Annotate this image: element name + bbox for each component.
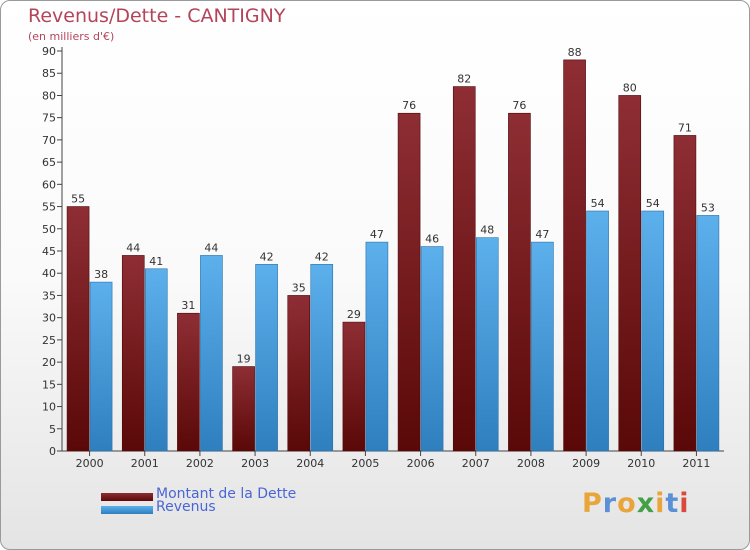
bar-revenus	[200, 255, 223, 452]
data-label-revenus: 44	[204, 241, 218, 254]
data-label-revenus: 54	[646, 197, 660, 210]
bar-dette	[618, 95, 642, 452]
x-tick-label: 2008	[517, 457, 545, 470]
y-tick-label: 75	[42, 112, 56, 125]
y-tick-label: 80	[42, 89, 56, 102]
y-tick-label: 90	[42, 45, 56, 58]
data-label-dette: 35	[292, 281, 306, 294]
x-tick-label: 2007	[462, 457, 490, 470]
bar-dette	[232, 366, 255, 452]
bar-revenus	[144, 268, 168, 452]
data-labels-group: 55 44 31 19 35 29 76 82 76 88 80 71 38 41 44 42 42 47 46 48…	[71, 46, 715, 366]
bar-revenus	[696, 215, 720, 452]
bar-revenus	[475, 237, 499, 452]
data-label-dette: 19	[237, 353, 251, 366]
y-axis: 0 5 10 15 20 25 30 35 40 45 50 55 60 65 70 75 80 85 90	[42, 45, 63, 458]
bar-dette	[342, 321, 366, 452]
chart-subtitle: (en milliers d'€)	[28, 30, 115, 43]
data-label-revenus: 53	[701, 201, 715, 214]
y-tick-label: 20	[42, 356, 56, 369]
data-label-revenus: 42	[260, 250, 274, 263]
x-tick-label: 2001	[131, 457, 159, 470]
x-tick-label: 2009	[572, 457, 600, 470]
y-tick-label: 60	[42, 178, 56, 191]
legend-label-dette: Montant de la Dette	[156, 486, 297, 502]
legend-swatch-dette	[101, 493, 153, 501]
x-tick-label: 2004	[296, 457, 324, 470]
data-label-revenus: 47	[535, 228, 549, 241]
bar-dette	[66, 206, 90, 452]
bar-revenus	[531, 241, 554, 452]
bar-dette	[121, 255, 145, 452]
logo-letter: i	[679, 488, 690, 519]
x-tick-label: 2010	[627, 457, 655, 470]
data-label-dette: 55	[71, 193, 85, 206]
y-tick-label: 40	[42, 267, 56, 280]
x-axis: 2000 2001 2002 2003 2004 2005 2006 2007 2008 2009…	[62, 450, 724, 470]
data-label-revenus: 47	[370, 228, 384, 241]
data-label-dette: 88	[568, 46, 582, 59]
data-label-revenus: 41	[149, 255, 163, 268]
data-label-revenus: 54	[591, 197, 605, 210]
y-tick-label: 35	[42, 289, 56, 302]
y-tick-label: 65	[42, 156, 56, 169]
bar-revenus	[365, 241, 389, 452]
data-label-revenus: 42	[315, 250, 329, 263]
proxiti-logo: Proxiti	[582, 488, 690, 519]
y-tick-label: 85	[42, 67, 56, 80]
bar-series-group	[66, 59, 720, 452]
y-tick-label: 0	[49, 445, 56, 458]
bar-dette	[508, 112, 531, 452]
data-label-dette: 31	[181, 299, 195, 312]
data-label-dette: 76	[402, 99, 416, 112]
data-label-dette: 76	[512, 99, 526, 112]
logo-letter: P	[582, 488, 603, 519]
data-label-revenus: 38	[94, 268, 108, 281]
bar-dette	[287, 295, 311, 452]
x-tick-label: 2011	[682, 457, 710, 470]
logo-letter: i	[655, 488, 666, 519]
data-label-dette: 82	[457, 73, 471, 86]
bar-revenus	[89, 281, 113, 452]
y-tick-label: 5	[49, 423, 56, 436]
data-label-dette: 44	[126, 241, 140, 254]
y-tick-label: 25	[42, 334, 56, 347]
bar-revenus	[420, 246, 444, 452]
bar-revenus	[310, 264, 334, 452]
legend-label-revenus: Revenus	[156, 499, 216, 515]
chart-title: Revenus/Dette - CANTIGNY	[28, 5, 286, 27]
y-tick-label: 70	[42, 134, 56, 147]
x-tick-label: 2006	[407, 457, 435, 470]
logo-letter: x	[636, 488, 656, 519]
y-tick-label: 55	[42, 201, 56, 214]
y-tick-label: 30	[42, 312, 56, 325]
y-tick-label: 50	[42, 223, 56, 236]
data-label-revenus: 46	[425, 233, 439, 246]
data-label-revenus: 48	[480, 224, 494, 237]
x-tick-label: 2003	[241, 457, 269, 470]
data-label-dette: 29	[347, 308, 361, 321]
x-tick-label: 2000	[76, 457, 104, 470]
logo-letter: t	[665, 488, 680, 519]
bar-dette	[177, 312, 200, 452]
bar-dette	[563, 59, 586, 452]
x-tick-label: 2002	[186, 457, 214, 470]
logo-letter: o	[617, 488, 637, 519]
data-label-dette: 80	[623, 81, 637, 94]
logo-letter: r	[602, 488, 618, 519]
y-tick-label: 15	[42, 378, 56, 391]
bar-dette	[452, 86, 476, 452]
bar-dette	[673, 135, 697, 452]
y-tick-label: 45	[42, 245, 56, 258]
y-tick-label: 10	[42, 401, 56, 414]
x-tick-label: 2005	[351, 457, 379, 470]
legend-swatch-revenus	[101, 506, 153, 514]
bar-dette	[397, 112, 421, 452]
data-label-dette: 71	[678, 121, 692, 134]
bar-revenus	[586, 210, 609, 452]
bar-revenus	[641, 210, 665, 452]
bar-revenus	[255, 264, 278, 452]
